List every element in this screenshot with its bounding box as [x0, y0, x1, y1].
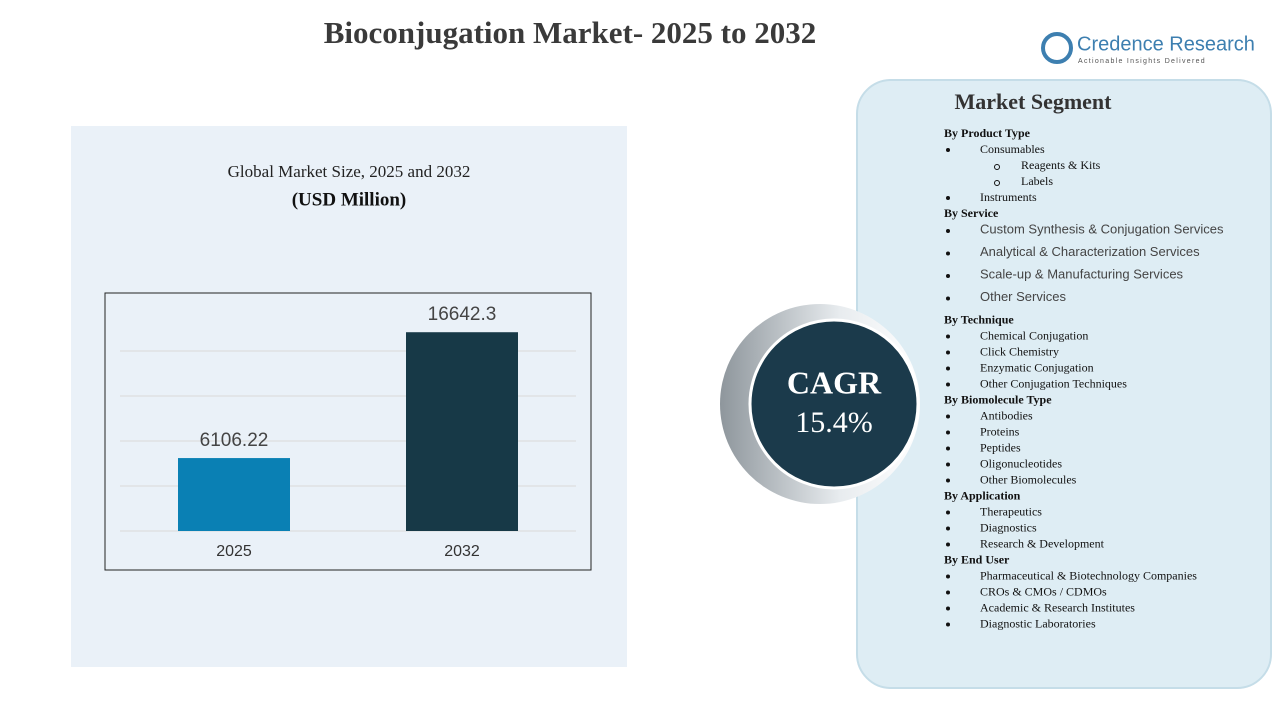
segment-item: Diagnostics [980, 520, 1037, 534]
bullet [946, 542, 950, 547]
segment-item: Diagnostic Laboratories [980, 616, 1096, 630]
segment-item: Other Conjugation Techniques [980, 376, 1127, 390]
segment-item: Scale-up & Manufacturing Services [980, 266, 1184, 281]
logo-icon [1041, 32, 1073, 64]
segment-item: Chemical Conjugation [980, 328, 1088, 342]
sub-bullet [994, 164, 1000, 170]
logo: Credence Research Actionable Insights De… [1041, 32, 1255, 65]
segment-item: Click Chemistry [980, 344, 1059, 358]
segment-heading: By Biomolecule Type [944, 392, 1052, 406]
segment-heading: By Technique [944, 312, 1014, 326]
bar [406, 332, 518, 531]
cagr-circle [748, 318, 920, 490]
segment-item: CROs & CMOs / CDMOs [980, 584, 1107, 598]
page-title: Bioconjugation Market- 2025 to 2032 [324, 15, 817, 50]
segment-heading: By Product Type [944, 126, 1031, 140]
segment-heading: By Application [944, 488, 1021, 502]
value-label: 6106.22 [200, 430, 269, 451]
bullet [946, 414, 950, 419]
bullet [946, 274, 950, 278]
segment-item: Peptides [980, 440, 1021, 454]
bullet [946, 606, 950, 611]
segment-item: Therapeutics [980, 504, 1042, 518]
value-label: 16642.3 [428, 304, 497, 325]
segment-item: Pharmaceutical & Biotechnology Companies [980, 568, 1197, 582]
segment-item: Antibodies [980, 408, 1033, 422]
logo-tagline: Actionable Insights Delivered [1078, 58, 1206, 65]
segment-subitem: Reagents & Kits [1021, 158, 1101, 172]
bullet [946, 430, 950, 435]
segment-item: Consumables [980, 142, 1045, 156]
segment-heading: By End User [944, 552, 1010, 566]
bullet [946, 478, 950, 483]
bullet [946, 574, 950, 579]
segment-item: Instruments [980, 190, 1037, 204]
bullet [946, 366, 950, 371]
segment-heading: By Service [944, 206, 999, 220]
bullet [946, 251, 950, 256]
chart-subtitle: (USD Million) [292, 189, 407, 210]
segment-item: Other Services [980, 289, 1066, 304]
x-tick-label: 2025 [216, 543, 252, 560]
bullet [946, 148, 950, 152]
segment-item: Proteins [980, 424, 1020, 438]
segment-item: Enzymatic Conjugation [980, 360, 1094, 374]
chart-frame [104, 292, 592, 571]
sub-bullet [994, 180, 1000, 186]
bullet [946, 446, 950, 451]
cagr-label: CAGR [787, 364, 882, 400]
segment-item: Analytical & Characterization Services [980, 244, 1200, 259]
bars: 6106.22 2025 16642.3 2032 [120, 304, 576, 560]
bullet [946, 229, 950, 233]
segment-item: Oligonucleotides [980, 456, 1062, 470]
bullet [946, 382, 950, 387]
bullet [946, 334, 950, 339]
chart-title: Global Market Size, 2025 and 2032 [228, 162, 471, 181]
segment-item: Research & Development [980, 536, 1105, 550]
segment-item: Other Biomolecules [980, 472, 1077, 486]
bullet [946, 510, 950, 515]
segment-subitem: Labels [1021, 174, 1053, 188]
segment-item: Academic & Research Institutes [980, 600, 1135, 614]
segment-item: Custom Synthesis & Conjugation Services [980, 221, 1224, 236]
segment-title: Market Segment [954, 89, 1112, 114]
bullet [946, 296, 950, 301]
bullet [946, 350, 950, 355]
bullet [946, 622, 950, 627]
logo-name: Credence Research [1077, 33, 1255, 55]
x-tick-label: 2032 [444, 543, 480, 560]
bullet [946, 462, 950, 467]
cagr-value: 15.4% [795, 406, 873, 439]
bullet [946, 590, 950, 595]
bullet [946, 526, 950, 531]
bar [178, 458, 290, 531]
bullet [946, 196, 950, 200]
segment-list: By Product Type Consumables Reagents & Kit… [944, 126, 1224, 631]
